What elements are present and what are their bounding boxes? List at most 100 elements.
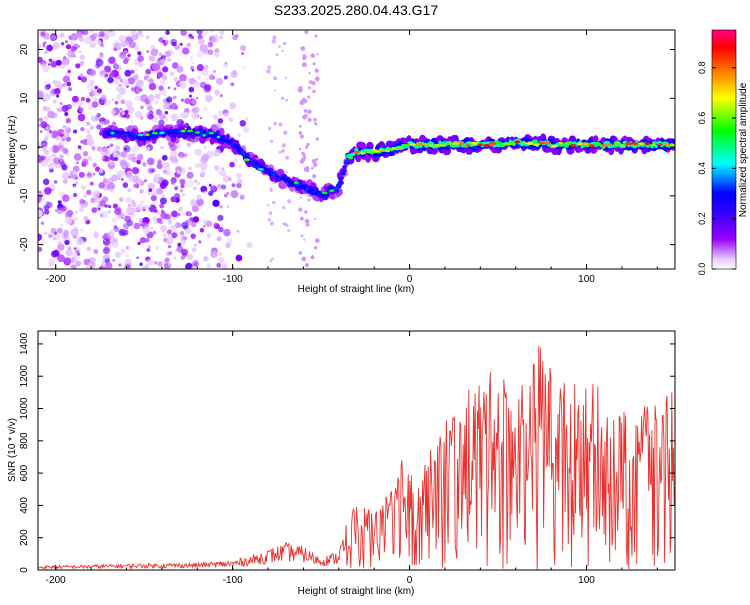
ridge-core: [145, 133, 150, 136]
noise-blob: [156, 71, 163, 78]
noise-blob: [301, 62, 307, 68]
noise-blob: [207, 49, 214, 55]
noise-blob: [174, 186, 179, 191]
noise-blob: [125, 246, 130, 250]
noise-blob: [180, 98, 184, 102]
noise-blob: [298, 147, 302, 151]
noise-blob: [120, 99, 126, 105]
noise-blob: [171, 41, 177, 47]
noise-blob: [188, 34, 192, 38]
noise-blob: [210, 250, 218, 258]
noise-blob: [140, 200, 145, 205]
noise-blob: [273, 121, 277, 126]
ridge-blob: [631, 144, 638, 149]
noise-blob: [205, 94, 213, 103]
noise-blob: [300, 216, 304, 220]
noise-blob: [56, 207, 64, 215]
figure-title: S233.2025.280.04.43.G17: [274, 2, 438, 18]
noise-blob: [115, 174, 121, 180]
noise-blob: [298, 131, 303, 135]
noise-blob: [313, 117, 317, 122]
noise-blob: [107, 177, 114, 184]
noise-blob: [77, 113, 86, 122]
noise-blob: [174, 44, 180, 50]
noise-blob: [77, 100, 84, 107]
noise-blob: [104, 239, 107, 242]
noise-blob: [107, 76, 114, 84]
noise-blob: [148, 205, 152, 208]
noise-blob: [304, 31, 308, 34]
ridge-blob: [339, 172, 346, 176]
noise-blob: [179, 113, 185, 118]
noise-blob: [124, 109, 129, 114]
noise-blob: [79, 228, 84, 233]
noise-blob: [182, 47, 190, 55]
noise-blob: [93, 249, 99, 254]
ridge-core: [187, 129, 194, 133]
noise-blob: [203, 65, 209, 70]
noise-blob: [230, 82, 235, 87]
noise-blob: [114, 100, 119, 105]
noise-blob: [218, 226, 224, 233]
y-tick-label: 1000: [19, 397, 30, 420]
noise-blob: [281, 149, 286, 153]
noise-blob: [229, 161, 235, 168]
noise-blob: [107, 231, 115, 238]
noise-blob: [98, 31, 105, 38]
noise-blob: [79, 198, 86, 205]
noise-blob: [223, 75, 228, 80]
noise-blob: [46, 86, 49, 89]
noise-blob: [89, 30, 93, 33]
noise-blob: [167, 86, 171, 90]
ridge-blob: [342, 165, 347, 169]
noise-blob: [112, 63, 119, 70]
noise-blob: [186, 42, 192, 48]
noise-blob: [67, 246, 72, 251]
noise-blob: [72, 192, 78, 198]
noise-blob: [91, 207, 98, 214]
noise-blob: [192, 80, 200, 89]
noise-blob: [300, 234, 304, 238]
noise-blob: [206, 263, 212, 269]
noise-blob: [163, 43, 167, 47]
noise-blob: [208, 74, 215, 81]
noise-blob: [114, 251, 122, 259]
noise-blob: [223, 193, 228, 198]
ridge-core: [501, 142, 509, 146]
noise-blob: [219, 94, 223, 97]
ridge-core: [151, 131, 158, 135]
noise-blob: [308, 72, 311, 75]
ridge-core: [159, 131, 165, 135]
noise-blob: [45, 32, 51, 39]
noise-blob: [146, 258, 154, 266]
noise-blob: [213, 222, 218, 227]
noise-blob: [183, 153, 188, 158]
noise-blob: [229, 102, 237, 110]
ridge-core: [257, 168, 264, 171]
noise-blob: [218, 171, 222, 175]
noise-blob: [96, 124, 102, 130]
noise-blob: [62, 194, 70, 202]
ridge-core: [600, 144, 608, 147]
noise-blob: [72, 95, 79, 103]
noise-blob: [113, 78, 120, 85]
noise-blob: [310, 53, 316, 58]
noise-blob: [213, 89, 221, 96]
noise-blob: [173, 256, 177, 260]
ridge-core: [243, 158, 250, 161]
noise-blob: [236, 172, 242, 179]
noise-blob: [38, 124, 41, 127]
noise-blob: [127, 53, 131, 58]
noise-blob: [173, 95, 177, 100]
noise-blob: [132, 167, 140, 175]
noise-blob: [43, 93, 51, 102]
noise-blob: [73, 216, 78, 222]
noise-blob: [53, 88, 61, 95]
noise-blob: [312, 174, 317, 179]
ridge-core: [551, 144, 559, 148]
noise-blob: [144, 179, 147, 183]
noise-blob: [87, 156, 93, 162]
noise-blob: [57, 129, 65, 137]
ridge-core: [360, 151, 366, 155]
noise-blob: [78, 106, 81, 109]
